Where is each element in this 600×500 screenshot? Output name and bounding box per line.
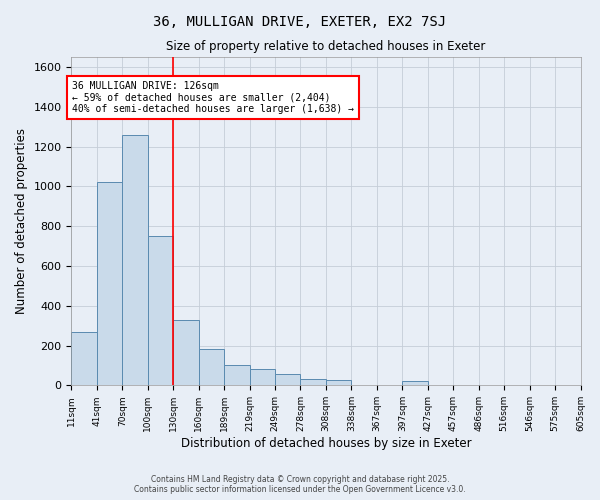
Bar [122, 134, 148, 386]
Title: Size of property relative to detached houses in Exeter: Size of property relative to detached ho… [166, 40, 485, 53]
Bar [97, 182, 122, 386]
Bar [199, 348, 224, 386]
Bar [250, 370, 275, 386]
Y-axis label: Number of detached properties: Number of detached properties [15, 128, 28, 314]
Bar [148, 236, 173, 386]
Bar [275, 374, 301, 386]
Text: 36, MULLIGAN DRIVE, EXETER, EX2 7SJ: 36, MULLIGAN DRIVE, EXETER, EX2 7SJ [154, 15, 446, 29]
Bar [224, 366, 250, 386]
Bar [301, 380, 326, 386]
Bar [173, 320, 199, 386]
Bar [326, 380, 352, 386]
Text: Contains HM Land Registry data © Crown copyright and database right 2025.
Contai: Contains HM Land Registry data © Crown c… [134, 474, 466, 494]
X-axis label: Distribution of detached houses by size in Exeter: Distribution of detached houses by size … [181, 437, 471, 450]
Text: 36 MULLIGAN DRIVE: 126sqm
← 59% of detached houses are smaller (2,404)
40% of se: 36 MULLIGAN DRIVE: 126sqm ← 59% of detac… [71, 81, 353, 114]
Bar [71, 332, 97, 386]
Bar [403, 382, 428, 386]
